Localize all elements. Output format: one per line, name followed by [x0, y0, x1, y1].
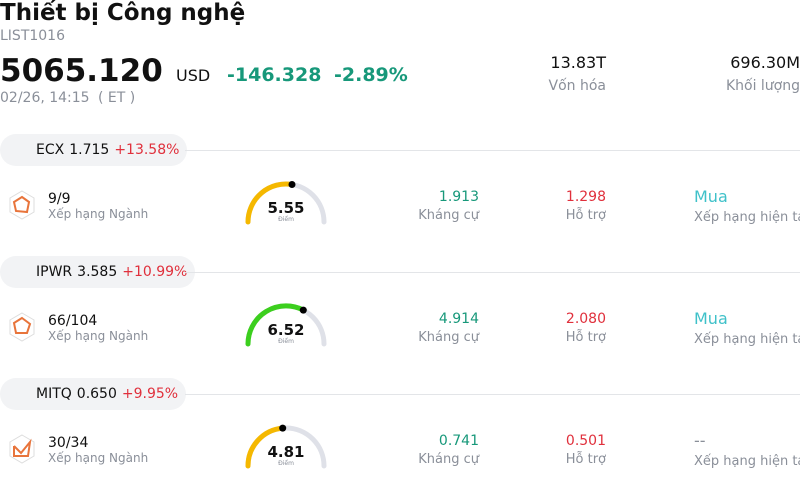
support: 1.298: [565, 189, 606, 205]
score-label: Điểm: [278, 216, 294, 223]
gauge-dot: [288, 181, 296, 188]
change-pct: -2.89%: [334, 64, 408, 86]
stock-pill: IPWR 3.585 +10.99%: [0, 256, 196, 288]
score: 5.55: [267, 199, 305, 217]
stock-pill: MITQ 0.650 +9.95%: [0, 378, 187, 410]
support-label: Hỗ trợ: [565, 330, 606, 345]
change: -146.328: [227, 64, 322, 86]
rank-icon: [9, 190, 35, 220]
rank-label: Xếp hạng Ngành: [48, 207, 149, 221]
stock-price: 0.650: [76, 386, 117, 402]
currency: USD: [176, 66, 211, 85]
support-label: Hỗ trợ: [565, 452, 606, 467]
resistance: 1.913: [438, 189, 479, 205]
ticker: IPWR: [36, 264, 73, 280]
gauge-dot: [299, 306, 307, 314]
resistance: 0.741: [438, 433, 479, 449]
stock-change: +13.58%: [114, 142, 180, 158]
time: 02/26, 14:15: [0, 90, 90, 106]
stat-label: Khối lượng: [725, 78, 800, 94]
rating: Mua: [694, 309, 728, 328]
support: 0.501: [565, 433, 606, 449]
divider: [185, 394, 800, 395]
score: 4.81: [267, 443, 305, 461]
stock-change: +10.99%: [122, 264, 188, 280]
resistance-label: Kháng cự: [418, 208, 479, 223]
rating: --: [694, 431, 706, 450]
gauge-fill: [245, 181, 295, 225]
rating-label: Xếp hạng hiện tại: [694, 332, 800, 347]
rating-label: Xếp hạng hiện tại: [694, 210, 800, 225]
resistance: 4.914: [438, 311, 479, 327]
score: 6.52: [267, 321, 305, 339]
rank: 66/104: [48, 313, 98, 329]
stock-price: 1.715: [69, 142, 110, 158]
stock-pill: ECX 1.715 +13.58%: [0, 134, 188, 166]
stat-label: Vốn hóa: [548, 78, 606, 94]
title: Thiết bị Công nghệ: [0, 0, 246, 26]
gauge-dot: [279, 424, 287, 432]
support: 2.080: [565, 311, 606, 327]
rank: 9/9: [48, 191, 71, 207]
divider: [185, 150, 800, 151]
rating-label: Xếp hạng hiện tại: [694, 454, 800, 469]
stat-value: 696.30M: [730, 53, 800, 72]
stock-price: 3.585: [77, 264, 118, 280]
resistance-label: Kháng cự: [418, 452, 479, 467]
timezone: ( ET ): [98, 90, 136, 106]
code: LIST1016: [0, 28, 65, 44]
ticker: MITQ: [36, 386, 72, 402]
divider: [185, 272, 800, 273]
ticker: ECX: [36, 142, 65, 158]
rating: Mua: [694, 187, 728, 206]
stock-change: +9.95%: [121, 386, 179, 402]
score-label: Điểm: [278, 338, 294, 345]
rank: 30/34: [48, 435, 89, 451]
support-label: Hỗ trợ: [565, 208, 606, 223]
price: 5065.120: [0, 53, 163, 89]
gauge-fill: [245, 303, 306, 347]
gauge-fill: [245, 425, 286, 469]
resistance-label: Kháng cự: [418, 330, 479, 345]
stat-value: 13.83T: [550, 53, 606, 72]
rank-label: Xếp hạng Ngành: [48, 329, 149, 343]
rank-label: Xếp hạng Ngành: [48, 451, 149, 465]
score-label: Điểm: [278, 460, 294, 467]
